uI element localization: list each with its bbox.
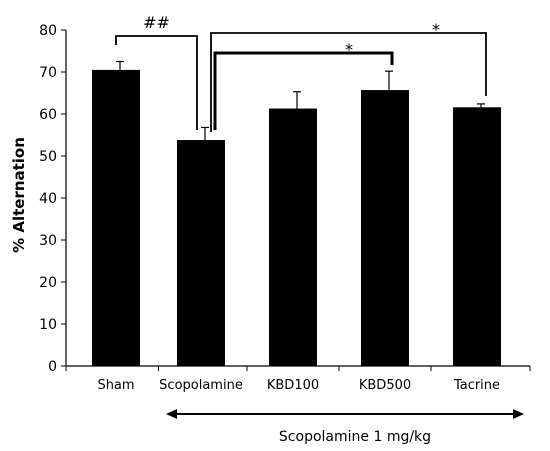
bars <box>92 69 501 367</box>
arrow-head-right <box>513 409 524 419</box>
y-tick-label: 0 <box>48 359 57 375</box>
x-tick-label: KBD500 <box>359 378 411 393</box>
group-annotation-label: Scopolamine 1 mg/kg <box>279 429 431 445</box>
x-tick-label: KBD100 <box>267 378 319 393</box>
significance-label: ## <box>143 13 170 32</box>
bar <box>177 140 225 366</box>
y-tick-label: 70 <box>39 65 57 81</box>
group-annotation: Scopolamine 1 mg/kg <box>166 409 524 445</box>
y-tick-label: 60 <box>39 107 57 123</box>
significance-bracket <box>115 35 198 130</box>
significance-label: * <box>345 40 353 59</box>
x-tick-label: Scopolamine <box>159 378 243 393</box>
x-tick-label: Sham <box>97 378 134 393</box>
y-tick-label: 10 <box>39 317 57 333</box>
arrow-head-left <box>166 409 177 419</box>
bar <box>269 108 317 366</box>
x-tick-label: Tacrine <box>453 378 500 393</box>
bar <box>361 90 409 366</box>
y-tick-label: 80 <box>39 23 57 39</box>
bar <box>453 107 501 366</box>
axes: 0 10 20 30 40 50 60 70 80 Sham Scopolamine KBD100 KB… <box>39 23 531 393</box>
significance-label: * <box>432 20 440 39</box>
y-tick-label: 50 <box>39 149 57 165</box>
significance-bracket <box>210 32 487 132</box>
significance-bracket <box>213 51 394 130</box>
error-bars <box>116 60 485 141</box>
y-tick-label: 40 <box>39 191 57 207</box>
significance-brackets: ## * * <box>115 13 487 132</box>
y-tick-label: 20 <box>39 275 57 291</box>
y-tick-label: 30 <box>39 233 57 249</box>
y-axis-label: % Alternation <box>10 137 28 253</box>
bar <box>92 69 140 367</box>
